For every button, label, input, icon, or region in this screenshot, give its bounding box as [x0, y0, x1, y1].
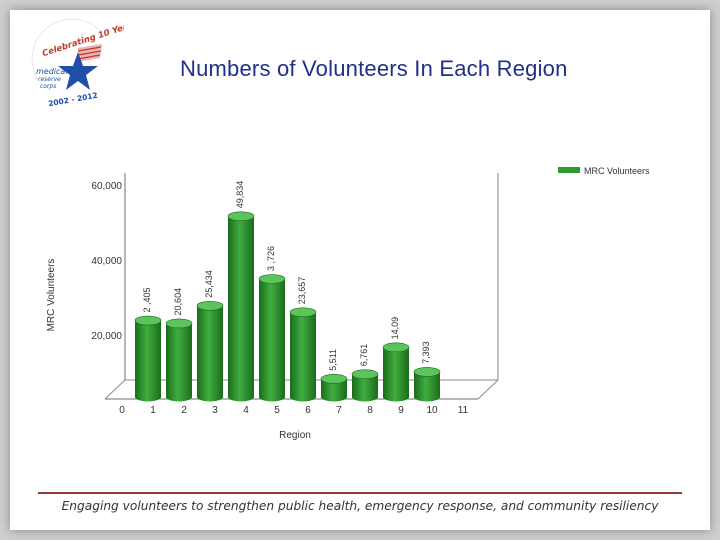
bar-value-label: 14,09 — [390, 317, 400, 340]
slide-title: Numbers of Volunteers In Each Region — [180, 56, 568, 81]
bar-value-label: 23,657 — [297, 277, 307, 305]
legend-swatch — [558, 167, 580, 173]
bar-top — [134, 315, 162, 326]
bar — [351, 369, 379, 402]
bar-body — [228, 216, 254, 402]
bar-body — [166, 323, 192, 402]
legend-label: MRC Volunteers — [584, 166, 650, 176]
bar-top — [196, 300, 224, 311]
bar-top — [351, 369, 379, 380]
bar-top — [320, 373, 348, 384]
legend: MRC Volunteers — [558, 166, 650, 176]
bar-body — [197, 305, 223, 402]
bar-value-label: 3 ,726 — [266, 246, 276, 271]
x-tick-label: 1 — [150, 405, 156, 416]
bar-body — [321, 378, 347, 402]
logo-name-line2: reserve — [38, 76, 61, 83]
bar — [320, 373, 348, 402]
bar-body — [290, 312, 316, 402]
bar — [227, 211, 255, 402]
bar-value-label: 7,393 — [421, 341, 431, 364]
bar-value-label: 49,834 — [235, 181, 245, 209]
bar-top — [289, 307, 317, 318]
x-tick-label: 8 — [367, 405, 373, 416]
y-tick-label: 60,000 — [91, 181, 122, 192]
bar — [196, 300, 224, 402]
bar-top — [413, 367, 441, 377]
bar-body — [414, 371, 440, 402]
bar-value-labels: 2 ,405 20,604 25,434 49,834 3 ,726 23,657 5,51… — [142, 181, 431, 371]
bar-top — [165, 318, 193, 329]
logo-name-line1: medical — [36, 67, 68, 76]
bar-value-label: 6,761 — [359, 344, 369, 367]
logo-name-line3: corps — [40, 83, 56, 90]
y-axis-label: MRC Volunteers — [46, 259, 57, 332]
bar-top — [258, 274, 286, 284]
x-tick-label: 4 — [243, 405, 249, 416]
bar-value-label: 20,604 — [173, 288, 183, 316]
x-axis-label: Region — [279, 430, 311, 441]
bar-body — [352, 374, 378, 402]
slide: Celebrating 10 Years medical reserve cor… — [10, 10, 710, 530]
footer-divider — [38, 492, 682, 494]
bar-value-label: 5,511 — [328, 349, 338, 371]
y-tick-label: 20,000 — [91, 331, 122, 342]
x-tick-label: 7 — [336, 405, 342, 416]
mrc-anniversary-logo: Celebrating 10 Years medical reserve cor… — [31, 18, 124, 109]
footer-tagline: Engaging volunteers to strengthen public… — [61, 499, 659, 513]
bar-top — [227, 211, 255, 222]
x-tick-label: 11 — [458, 405, 469, 416]
x-tick-label: 9 — [398, 405, 404, 416]
bar — [289, 307, 317, 402]
x-tick-labels: 0 1 2 3 4 5 6 7 8 9 10 11 — [119, 405, 468, 416]
x-tick-label: 10 — [426, 405, 438, 416]
bar-series — [134, 211, 441, 402]
bar-value-label: 25,434 — [204, 270, 214, 298]
x-tick-label: 2 — [181, 405, 187, 416]
y-tick-label: 40,000 — [91, 256, 122, 267]
logo-years-text: 2002 - 2012 — [48, 91, 99, 109]
x-tick-label: 5 — [274, 405, 280, 416]
bar-body — [383, 347, 409, 402]
bar — [165, 318, 193, 402]
bar-top — [382, 342, 410, 353]
chart-floor-edge — [477, 379, 499, 400]
bar-body — [135, 320, 161, 402]
bar-chart: 20,000 40,000 60,000 0 1 2 3 4 5 6 7 8 9 10 11 Regi… — [46, 166, 650, 441]
bar — [413, 367, 441, 402]
x-tick-label: 6 — [305, 405, 311, 416]
bar-value-label: 2 ,405 — [142, 287, 152, 312]
x-tick-label: 0 — [119, 405, 125, 416]
star-icon — [58, 52, 98, 90]
bar — [382, 342, 410, 402]
bar — [134, 315, 162, 402]
x-tick-label: 3 — [212, 405, 218, 416]
bar-body — [259, 279, 285, 402]
chart-floor-edge — [104, 379, 126, 400]
bar — [258, 274, 286, 402]
y-tick-labels: 20,000 40,000 60,000 — [91, 181, 122, 342]
